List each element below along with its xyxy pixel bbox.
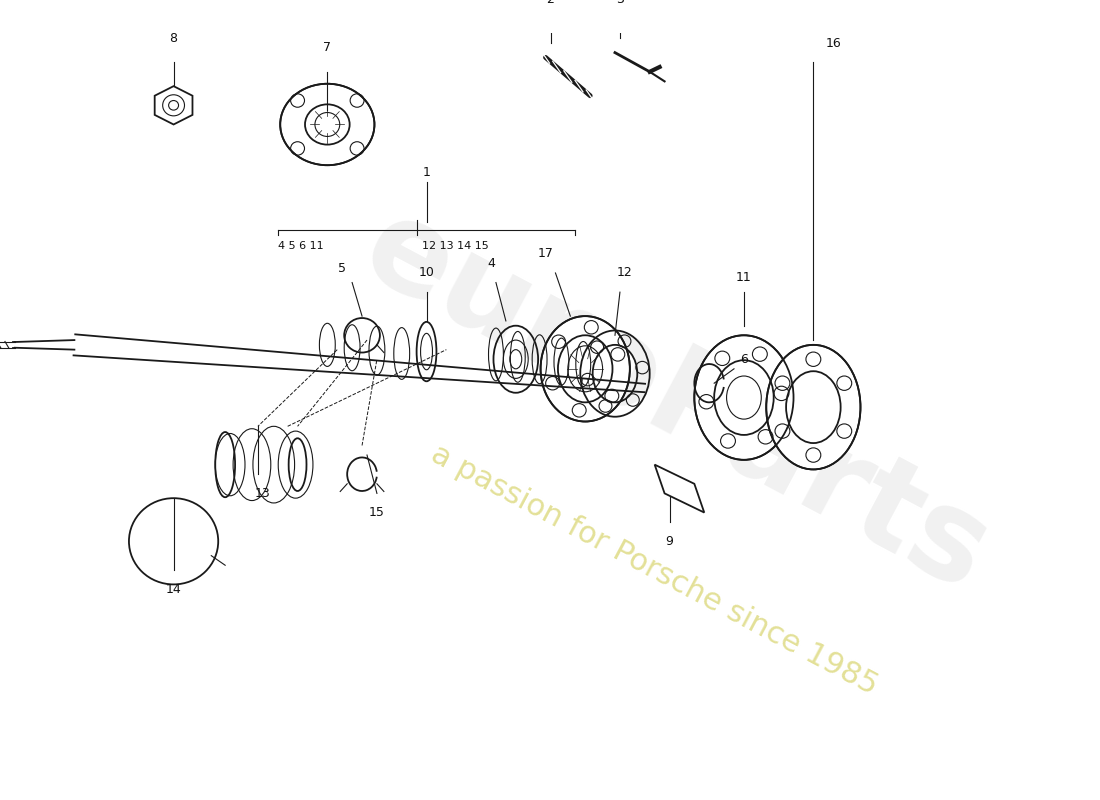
Text: 17: 17 bbox=[538, 247, 553, 260]
Text: 16: 16 bbox=[825, 37, 842, 50]
Text: 10: 10 bbox=[419, 266, 435, 279]
Text: 4 5 6 11: 4 5 6 11 bbox=[277, 242, 323, 251]
Text: 4: 4 bbox=[487, 257, 495, 270]
Text: 14: 14 bbox=[166, 582, 182, 596]
Text: 6: 6 bbox=[740, 353, 748, 366]
Text: 11: 11 bbox=[736, 271, 751, 284]
Text: 12: 12 bbox=[617, 266, 632, 279]
Polygon shape bbox=[654, 465, 704, 513]
Text: euroParts: euroParts bbox=[343, 186, 1010, 617]
Text: 13: 13 bbox=[255, 487, 271, 500]
Ellipse shape bbox=[694, 335, 793, 460]
Text: 12 13 14 15: 12 13 14 15 bbox=[421, 242, 488, 251]
Text: a passion for Porsche since 1985: a passion for Porsche since 1985 bbox=[427, 439, 883, 701]
Ellipse shape bbox=[280, 84, 374, 166]
Ellipse shape bbox=[767, 345, 860, 470]
Text: 8: 8 bbox=[169, 32, 177, 45]
Text: 5: 5 bbox=[338, 262, 346, 274]
Text: 2: 2 bbox=[547, 0, 554, 6]
Polygon shape bbox=[155, 86, 192, 125]
Text: 9: 9 bbox=[666, 534, 673, 548]
Text: 7: 7 bbox=[323, 42, 331, 54]
Ellipse shape bbox=[540, 316, 630, 422]
Text: 3: 3 bbox=[616, 0, 624, 6]
Text: 1: 1 bbox=[422, 166, 430, 179]
Text: 15: 15 bbox=[368, 506, 385, 519]
